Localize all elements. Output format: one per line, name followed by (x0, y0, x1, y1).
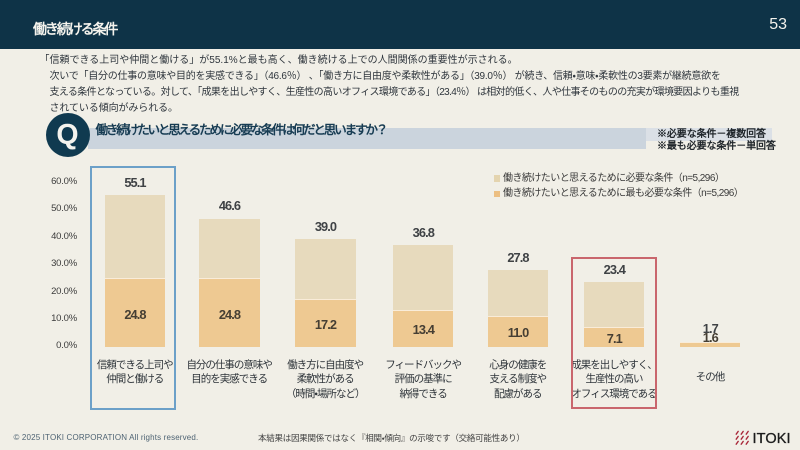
svg-text:ITOKI: ITOKI (753, 431, 791, 445)
